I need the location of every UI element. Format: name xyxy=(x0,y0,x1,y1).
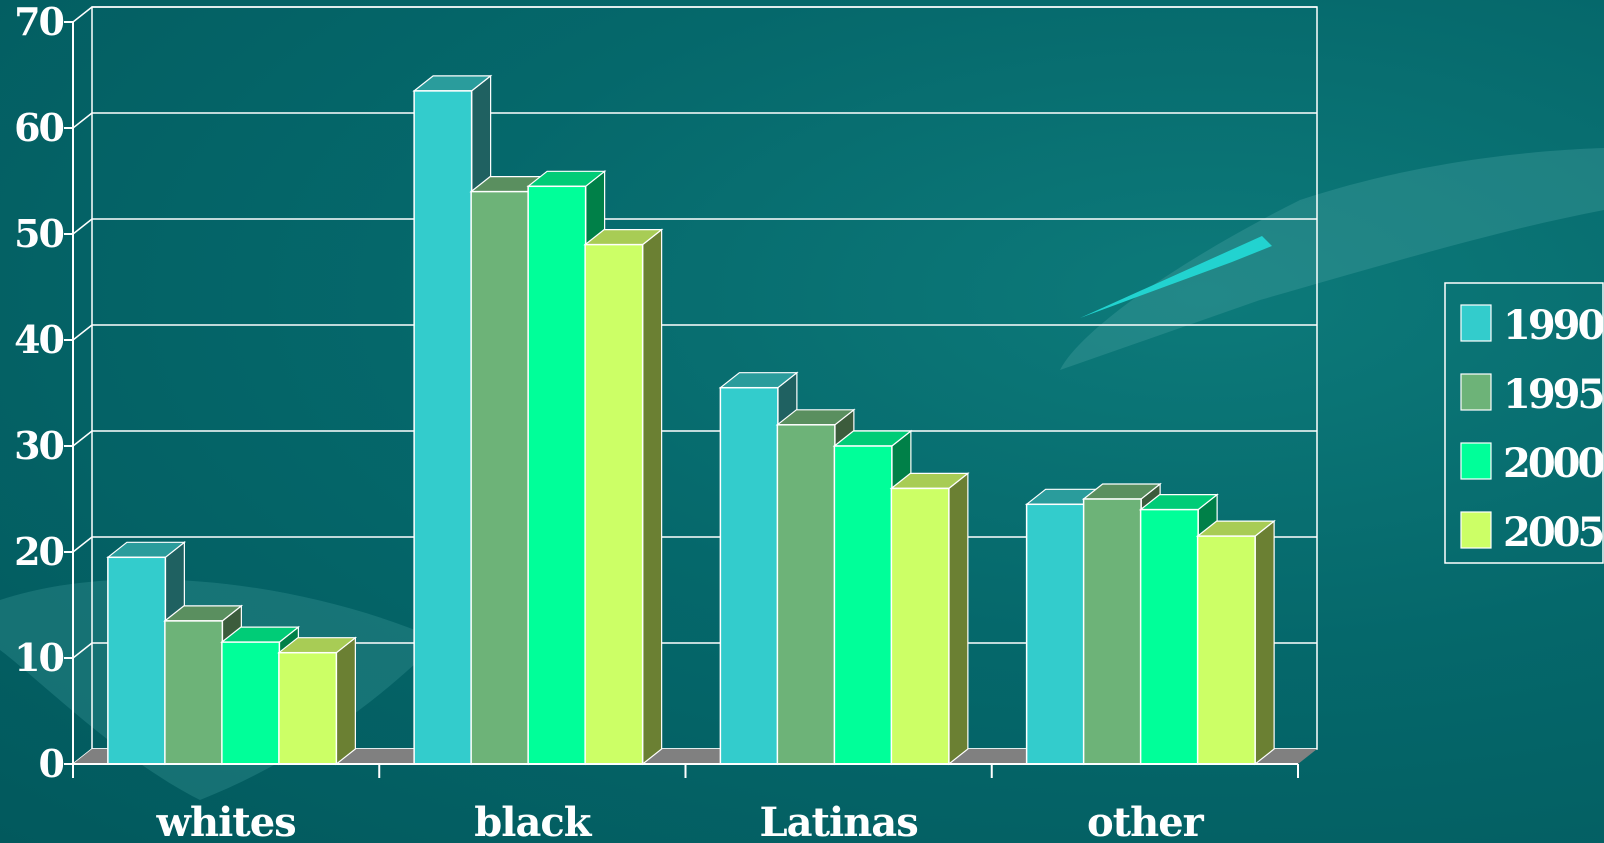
y-tick-label: 30 xyxy=(14,423,63,468)
legend-swatch xyxy=(1460,442,1492,480)
legend-swatch xyxy=(1460,304,1492,342)
y-tick-label: 10 xyxy=(14,635,63,680)
bar-front-face xyxy=(890,487,950,765)
legend: 1990 1995 2000 2005 xyxy=(1444,282,1604,564)
bar-2005-Latinas xyxy=(889,472,970,766)
legend-swatch xyxy=(1460,511,1492,549)
legend-label: 1990 xyxy=(1503,302,1603,349)
bar-front-face xyxy=(278,651,338,765)
background-accent-shape xyxy=(1080,236,1272,318)
bar-front-face xyxy=(221,641,281,765)
gridline-diagonal xyxy=(72,430,93,447)
y-tick-label: 70 xyxy=(14,0,63,44)
y-tick-label: 50 xyxy=(14,211,63,256)
bar-front-face xyxy=(1196,535,1256,765)
bar-front-face xyxy=(164,620,224,765)
bar-front-face xyxy=(1025,503,1085,765)
bar-front-face xyxy=(584,243,644,765)
gridline-diagonal xyxy=(72,642,93,659)
legend-swatch xyxy=(1460,373,1492,411)
chart-floor xyxy=(73,749,1317,764)
axes: 0 10 20 30 40 50 60 70 whites black Latinas other xyxy=(14,0,1299,843)
floor-plane xyxy=(73,749,1317,764)
y-tick-label: 60 xyxy=(14,105,63,150)
bar-front-face xyxy=(833,445,893,765)
bar-front-face xyxy=(776,424,836,765)
bar-2005-whites xyxy=(277,636,358,766)
y-tick-label: 40 xyxy=(14,317,63,362)
bar-front-face xyxy=(470,190,530,765)
x-category-label: whites xyxy=(156,799,296,843)
bars xyxy=(106,74,1276,766)
y-tick-label: 0 xyxy=(39,741,64,786)
gridline-diagonal xyxy=(72,536,93,553)
bar-2005-other xyxy=(1195,519,1276,766)
bar-side-face xyxy=(1254,519,1275,766)
bar-side-face xyxy=(642,228,663,766)
gridline-diagonal xyxy=(72,218,93,235)
legend-label: 1995 xyxy=(1503,371,1602,418)
bar-side-face xyxy=(335,636,356,766)
y-tick-label: 20 xyxy=(14,529,63,574)
gridline-diagonal xyxy=(72,112,93,129)
legend-box xyxy=(1444,282,1604,564)
x-category-label: black xyxy=(474,799,592,843)
gridline-diagonal xyxy=(72,6,93,23)
bar-front-face xyxy=(1082,498,1142,765)
x-category-label: Latinas xyxy=(760,799,918,843)
bar-front-face xyxy=(413,90,473,765)
legend-label: 2000 xyxy=(1503,440,1603,487)
bar-front-face xyxy=(527,185,587,765)
bar-front-face xyxy=(719,386,779,765)
legend-label: 2005 xyxy=(1503,509,1602,556)
x-category-label: other xyxy=(1087,799,1205,843)
bar-side-face xyxy=(948,472,969,766)
gridline-diagonal xyxy=(72,324,93,341)
bar-2005-black xyxy=(583,228,664,766)
bar-front-face xyxy=(107,556,167,765)
bar-front-face xyxy=(1139,508,1199,765)
